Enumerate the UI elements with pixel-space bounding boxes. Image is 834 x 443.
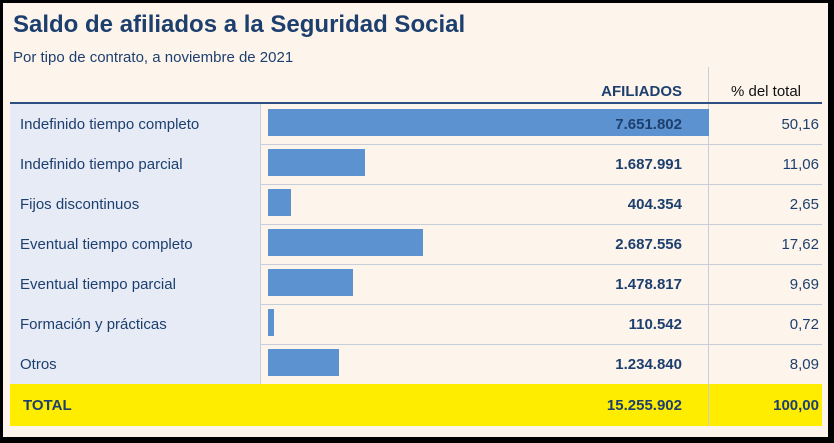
pct-label: 2,65 xyxy=(789,195,819,213)
value-label: 2.687.556 xyxy=(615,235,682,253)
column-divider xyxy=(708,67,709,387)
total-row: TOTAL 15.255.902 100,00 xyxy=(10,384,822,426)
chart-row: Eventual tiempo parcial 1.478.817 9,69 xyxy=(10,264,822,305)
total-label: TOTAL xyxy=(23,396,72,414)
bar xyxy=(268,309,275,336)
chart-row: Indefinido tiempo parcial 1.687.991 11,06 xyxy=(10,144,822,185)
value-label: 404.354 xyxy=(627,195,682,213)
chart-row: Otros 1.234.840 8,09 xyxy=(10,344,822,385)
bar xyxy=(268,349,340,376)
bar xyxy=(268,149,366,176)
category-label: Eventual tiempo parcial xyxy=(10,264,261,304)
value-label: 7.651.802 xyxy=(615,115,682,133)
pct-label: 0,72 xyxy=(789,315,819,333)
category-label: Formación y prácticas xyxy=(10,304,261,344)
category-label: Indefinido tiempo completo xyxy=(10,104,261,144)
total-divider xyxy=(708,384,709,426)
category-label: Fijos discontinuos xyxy=(10,184,261,224)
pct-label: 50,16 xyxy=(781,115,819,133)
chart-row: Formación y prácticas 110.542 0,72 xyxy=(10,304,822,345)
pct-label: 8,09 xyxy=(789,355,819,373)
chart-row: Indefinido tiempo completo 7.651.802 50,16 xyxy=(10,102,822,145)
pct-label: 11,06 xyxy=(782,155,819,173)
value-label: 1.478.817 xyxy=(615,275,682,293)
chart-frame: Saldo de afiliados a la Seguridad Social… xyxy=(3,3,828,437)
value-label: 1.687.991 xyxy=(615,155,682,173)
category-label: Eventual tiempo completo xyxy=(10,224,261,264)
value-label: 1.234.840 xyxy=(615,355,682,373)
bar xyxy=(268,109,709,136)
chart-title: Saldo de afiliados a la Seguridad Social xyxy=(13,11,466,38)
total-pct: 100,00 xyxy=(773,396,819,414)
category-label: Otros xyxy=(10,344,261,384)
bar xyxy=(268,229,423,256)
chart-row: Eventual tiempo completo 2.687.556 17,62 xyxy=(10,224,822,265)
value-label: 110.542 xyxy=(628,315,682,333)
category-label: Indefinido tiempo parcial xyxy=(10,144,261,184)
afiliados-column-header: AFILIADOS xyxy=(601,83,682,100)
pct-label: 17,62 xyxy=(781,235,819,253)
bar xyxy=(268,269,354,296)
pct-label: 9,69 xyxy=(789,275,819,293)
chart-row: Fijos discontinuos 404.354 2,65 xyxy=(10,184,822,225)
total-value: 15.255.902 xyxy=(606,396,682,414)
pct-column-header: % del total xyxy=(730,83,802,100)
bar xyxy=(268,189,292,216)
chart-subtitle: Por tipo de contrato, a noviembre de 202… xyxy=(13,49,294,66)
